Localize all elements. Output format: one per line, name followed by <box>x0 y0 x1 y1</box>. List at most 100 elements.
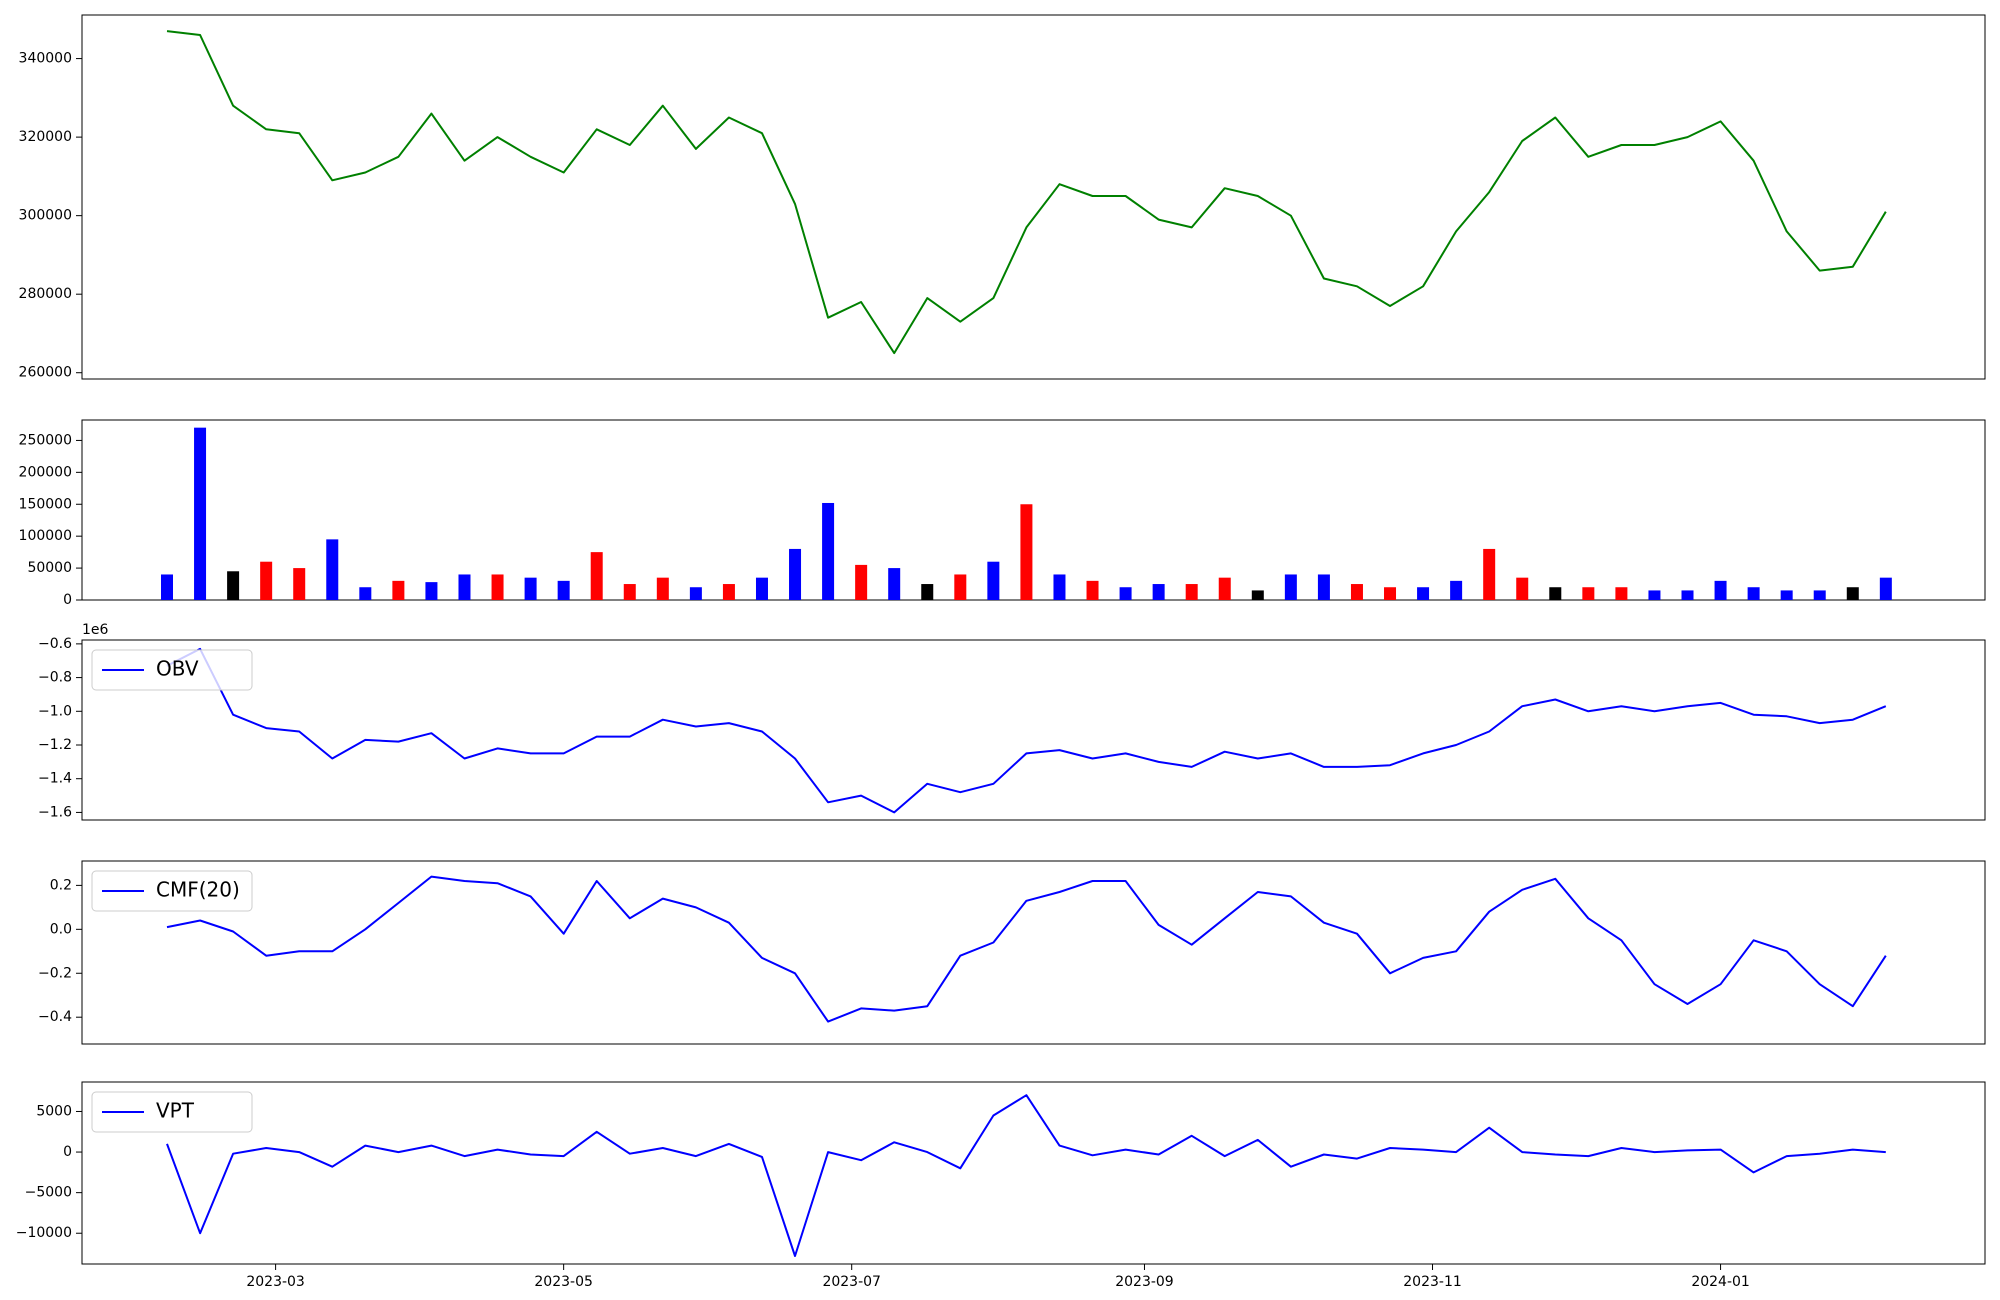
y-tick-label: 0.0 <box>50 921 72 937</box>
bar <box>954 574 967 600</box>
bar <box>888 568 901 600</box>
y-tick-label: 5000 <box>36 1103 72 1119</box>
bar <box>458 574 471 600</box>
bar <box>491 574 504 600</box>
bar <box>1350 584 1363 600</box>
bar <box>227 571 240 600</box>
bar <box>326 539 339 600</box>
bar <box>260 561 273 600</box>
bar <box>1284 574 1297 600</box>
y-tick-label: −0.2 <box>38 965 72 981</box>
y-tick-label: 280000 <box>19 286 72 302</box>
bar <box>755 577 768 600</box>
y-tick-label: −0.6 <box>38 636 72 652</box>
legend-box <box>91 1091 253 1133</box>
bar <box>1516 577 1529 600</box>
y-tick-label: 0 <box>63 1144 72 1160</box>
plot-frame <box>81 860 1986 1045</box>
bar <box>1780 590 1793 600</box>
bar <box>1714 580 1727 600</box>
bar <box>689 587 702 600</box>
bar <box>921 584 934 600</box>
bar <box>722 584 735 600</box>
bar <box>987 561 1000 600</box>
y-tick-label: 50000 <box>27 560 72 576</box>
x-tick-label: 2023-03 <box>246 1274 305 1290</box>
bar <box>1615 587 1628 600</box>
bar <box>822 502 835 600</box>
legend-label: VPT <box>156 1099 195 1123</box>
bar <box>359 587 372 600</box>
y-tick-label: −10000 <box>16 1225 72 1241</box>
x-tick-label: 2023-05 <box>534 1274 593 1290</box>
bar <box>557 580 570 600</box>
bar <box>1251 590 1264 600</box>
bar <box>1846 587 1859 600</box>
line-series <box>166 875 1887 1023</box>
y-tick-label: −0.4 <box>38 1009 72 1025</box>
bar <box>293 568 306 600</box>
bar <box>1681 590 1694 600</box>
y-tick-label: 100000 <box>19 528 72 544</box>
bar <box>1317 574 1330 600</box>
bar <box>1152 584 1165 600</box>
bar <box>1747 587 1760 600</box>
y-tick-label: 260000 <box>19 365 72 381</box>
bar <box>194 427 207 600</box>
bar <box>590 552 603 600</box>
bar <box>1450 580 1463 600</box>
bar <box>1384 587 1397 600</box>
x-tick-label: 2023-09 <box>1115 1274 1174 1290</box>
y-tick-label: 300000 <box>19 208 72 224</box>
bar <box>1020 504 1033 600</box>
bar <box>1582 587 1595 600</box>
bar <box>1119 587 1132 600</box>
bar <box>1185 584 1198 600</box>
legend-box <box>91 649 253 691</box>
bar <box>623 584 636 600</box>
bar <box>160 574 173 600</box>
legend-label: OBV <box>156 657 199 681</box>
y-tick-label: 250000 <box>19 432 72 448</box>
y-tick-label: −0.8 <box>38 670 72 686</box>
bar <box>1218 577 1231 600</box>
plot-frame <box>81 1081 1986 1265</box>
line-series <box>166 1094 1886 1257</box>
bar <box>1879 577 1892 600</box>
y-tick-label: 340000 <box>19 51 72 67</box>
x-tick-label: 2023-11 <box>1403 1274 1462 1290</box>
line-series <box>166 30 1887 355</box>
x-tick-label: 2023-07 <box>822 1274 881 1290</box>
y-tick-label: −5000 <box>25 1185 72 1201</box>
y-tick-label: 200000 <box>19 464 72 480</box>
bar <box>425 582 438 600</box>
bar <box>524 577 537 600</box>
line-series <box>166 647 1887 814</box>
y-tick-label: 150000 <box>19 496 72 512</box>
x-tick-label: 2024-01 <box>1691 1274 1750 1290</box>
bar <box>1648 590 1661 600</box>
plot-frame <box>81 419 1986 601</box>
bar <box>1549 587 1562 600</box>
y-tick-label: −1.2 <box>38 737 72 753</box>
y-tick-label: −1.4 <box>38 771 72 787</box>
bar <box>656 577 669 600</box>
plot-frame <box>81 14 1986 380</box>
bar <box>392 580 405 600</box>
bar <box>1417 587 1430 600</box>
bar <box>855 564 868 600</box>
y-tick-label: 0.2 <box>50 877 72 893</box>
y-tick-label: −1.6 <box>38 804 72 820</box>
bar <box>789 548 802 600</box>
bar <box>1483 548 1496 600</box>
bar <box>1813 590 1826 600</box>
y-tick-label: −1.0 <box>38 703 72 719</box>
offset-text: 1e6 <box>82 622 109 638</box>
y-tick-label: 0 <box>63 592 72 608</box>
bar <box>1053 574 1066 600</box>
y-tick-label: 320000 <box>19 129 72 145</box>
bar <box>1086 580 1099 600</box>
legend-label: CMF(20) <box>156 878 240 902</box>
